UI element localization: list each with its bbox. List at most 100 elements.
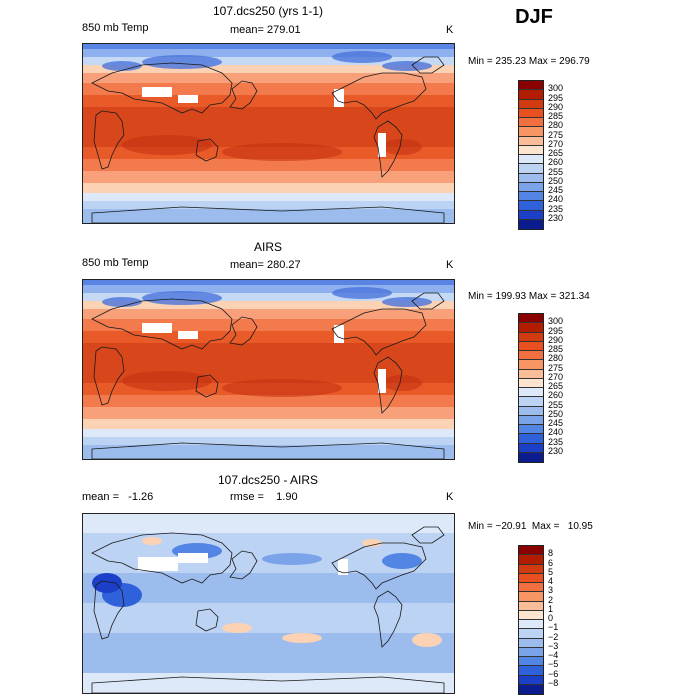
colorbar-box (519, 583, 543, 593)
colorbar-tick-label: 250 (548, 408, 564, 419)
colorbar-box (519, 546, 543, 556)
colorbar-box (519, 99, 543, 109)
colorbar-tick-label: 270 (548, 371, 564, 382)
colorbar-tick-label: 265 (548, 148, 564, 158)
colorbar-box (519, 620, 543, 630)
colorbar-box (519, 610, 543, 620)
colorbar-box (519, 573, 543, 583)
colorbar-box (519, 415, 543, 425)
colorbar-box (519, 210, 543, 220)
colorbar-box (519, 684, 543, 694)
colorbar-tick-label: −5 (548, 659, 559, 670)
colorbar-tick-label: 260 (548, 157, 564, 168)
colorbar-tick-label: 300 (548, 83, 564, 94)
panel-3-minmax: Min = −20.91 Max = 10.95 (468, 521, 593, 532)
colorbar-box (519, 136, 543, 146)
colorbar-box (519, 564, 543, 574)
panel-2-minmax: Min = 199.93 Max = 321.34 (468, 291, 590, 302)
panel-1-variable-label: 850 mb Temp (82, 22, 149, 34)
panel-1-title: 107.dcs250 (yrs 1-1) (212, 4, 324, 18)
colorbar-tick-label: 245 (548, 185, 564, 195)
panel-3-rmse-label: rmse = 1.90 (230, 491, 298, 503)
colorbar-box (519, 323, 543, 333)
panel-3-map (82, 513, 454, 693)
colorbar-box (519, 201, 543, 211)
colorbar-tick-label: 290 (548, 334, 564, 345)
panel-1-mean-label: mean= 279.01 (230, 24, 301, 36)
panel-3-title: 107.dcs250 - AIRS (217, 473, 319, 487)
colorbar-box (519, 314, 543, 324)
colorbar-tick-label: −4 (548, 650, 559, 660)
colorbar-tick-label: 245 (548, 418, 564, 428)
colorbar-tick-label: 255 (548, 399, 564, 410)
colorbar-tick-label: 295 (548, 325, 564, 336)
colorbar-box (519, 378, 543, 388)
colorbar-tick-label: 250 (548, 175, 564, 186)
colorbar-box (519, 647, 543, 657)
panel-2-variable-label: 850 mb Temp (82, 257, 149, 269)
colorbar-tick-label: 280 (548, 353, 564, 364)
colorbar-tick-label: 300 (548, 316, 564, 327)
colorbar-tick-label: 3 (548, 585, 554, 596)
colorbar-tick-label: −3 (548, 640, 559, 651)
colorbar-box (519, 90, 543, 100)
colorbar-tick-label: 285 (548, 111, 564, 121)
colorbar-tick-label: 8 (548, 548, 554, 559)
colorbar-box (519, 81, 543, 91)
colorbar-box (519, 351, 543, 361)
colorbar-box (519, 145, 543, 155)
colorbar-box (519, 397, 543, 407)
colorbar-tick-label: 5 (548, 566, 554, 577)
colorbar-box (519, 657, 543, 667)
colorbar-box (519, 443, 543, 453)
colorbar-tick-label: −8 (548, 677, 559, 688)
season-label: DJF (515, 6, 553, 28)
colorbar-box (519, 555, 543, 565)
colorbar-tick-label: 240 (548, 194, 564, 205)
panel-1-unit-label: K (446, 24, 454, 36)
colorbar-box (519, 192, 543, 202)
colorbar-box (519, 164, 543, 174)
colorbar-tick-label: 0 (548, 613, 554, 623)
colorbar-box (519, 629, 543, 639)
panel-1-map (82, 43, 454, 223)
colorbar-tick-label: 6 (548, 557, 554, 568)
colorbar-tick-label: 1 (548, 603, 554, 614)
colorbar-box (519, 406, 543, 416)
colorbar-box (519, 360, 543, 370)
panel-2-colorbar (518, 313, 544, 463)
colorbar-box (519, 452, 543, 462)
colorbar-box (519, 127, 543, 137)
colorbar-box (519, 173, 543, 183)
panel-1-minmax: Min = 235.23 Max = 296.79 (468, 56, 590, 67)
colorbar-tick-label: 2 (548, 594, 554, 605)
colorbar-box (519, 108, 543, 118)
colorbar-tick-label: 290 (548, 101, 564, 112)
colorbar-box (519, 638, 543, 648)
colorbar-box (519, 182, 543, 192)
colorbar-tick-label: 260 (548, 390, 564, 401)
colorbar-tick-label: 265 (548, 381, 564, 391)
colorbar-tick-label: 275 (548, 362, 564, 373)
panel-2-unit-label: K (446, 259, 454, 271)
colorbar-tick-label: 4 (548, 576, 554, 586)
colorbar-box (519, 425, 543, 435)
colorbar-tick-label: −6 (548, 668, 559, 679)
colorbar-box (519, 592, 543, 602)
colorbar-tick-label: 230 (548, 445, 564, 456)
colorbar-tick-label: 280 (548, 120, 564, 131)
colorbar-box (519, 666, 543, 676)
colorbar-tick-label: 235 (548, 436, 564, 447)
colorbar-box (519, 675, 543, 685)
colorbar-tick-label: 270 (548, 138, 564, 149)
colorbar-box (519, 388, 543, 398)
colorbar-tick-label: −1 (548, 622, 559, 633)
colorbar-tick-label: 255 (548, 166, 564, 177)
panel-2-mean-label: mean= 280.27 (230, 259, 301, 271)
colorbar-box (519, 118, 543, 128)
colorbar-tick-label: 230 (548, 212, 564, 223)
colorbar-tick-label: 235 (548, 203, 564, 214)
colorbar-tick-label: 285 (548, 344, 564, 354)
panel-1-colorbar (518, 80, 544, 230)
colorbar-box (519, 601, 543, 611)
